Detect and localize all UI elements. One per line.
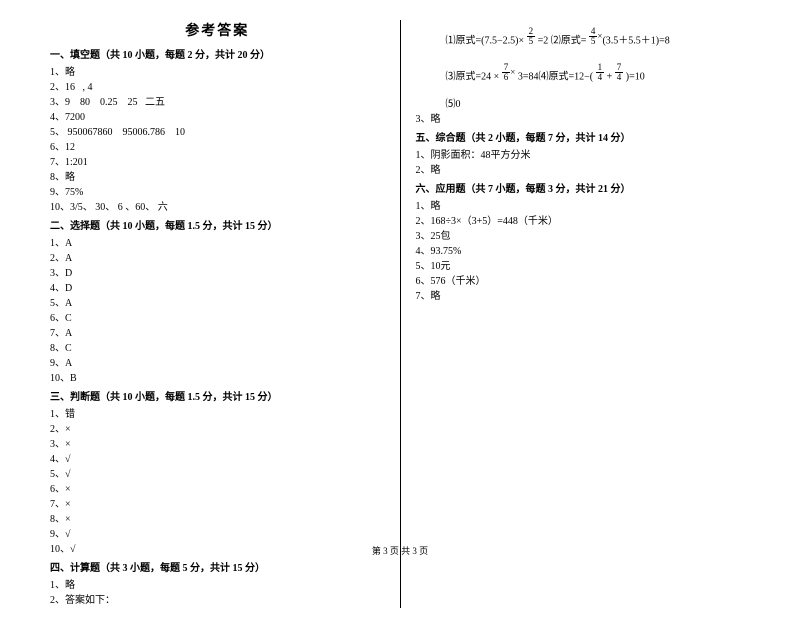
- answer-line: 10、B: [50, 371, 385, 386]
- answer-line: 8、×: [50, 512, 385, 527]
- answer-line: 2、168÷3×（3+5）=448（千米）: [416, 214, 751, 229]
- left-column: 参考答案 一、填空题（共 10 小题，每题 2 分，共计 20 分） 1、略 2…: [50, 20, 400, 608]
- formula-text: ⑴原式=(7.5−2.5)×: [446, 35, 527, 46]
- section2-header: 二、选择题（共 10 小题，每题 1.5 分，共计 15 分）: [50, 219, 385, 234]
- answer-line: 3、×: [50, 437, 385, 452]
- answer-line: 6、576（千米）: [416, 274, 751, 289]
- answer-line: 7、略: [416, 289, 751, 304]
- answer-line: 8、略: [50, 170, 385, 185]
- answer-line: 1、略: [50, 65, 385, 80]
- answer-line: 7、A: [50, 326, 385, 341]
- formula-line-1: ⑴原式=(7.5−2.5)× 25 =2 ⑵原式= 45×(3.5＋5.5＋1)…: [416, 30, 751, 48]
- answer-line: 3、D: [50, 266, 385, 281]
- answer-line: 1、略: [416, 199, 751, 214]
- answer-line: 7、×: [50, 497, 385, 512]
- answer-line: 2、略: [416, 163, 751, 178]
- answer-line: 5、A: [50, 296, 385, 311]
- answer-line: 1、略: [50, 578, 385, 593]
- section3-header: 三、判断题（共 10 小题，每题 1.5 分，共计 15 分）: [50, 390, 385, 405]
- fraction: 76: [502, 63, 511, 82]
- answer-line: 3、9 80 0.25 25 二五: [50, 95, 385, 110]
- answer-line: 4、D: [50, 281, 385, 296]
- document-title: 参考答案: [50, 20, 385, 40]
- answer-line: 2、答案如下：: [50, 593, 385, 608]
- page-footer: 第 3 页 共 3 页: [0, 544, 800, 557]
- fraction: 74: [615, 63, 624, 82]
- right-column: ⑴原式=(7.5−2.5)× 25 =2 ⑵原式= 45×(3.5＋5.5＋1)…: [401, 20, 751, 608]
- answer-line: 9、A: [50, 356, 385, 371]
- answer-line: 4、93.75%: [416, 244, 751, 259]
- formula-text: 3=84⑷原式=12−(: [515, 72, 595, 83]
- answer-line: 1、错: [50, 407, 385, 422]
- section4-header: 四、计算题（共 3 小题，每题 5 分，共计 15 分）: [50, 561, 385, 576]
- answer-line: 10、3/5、 30、 6 、60、 六: [50, 200, 385, 215]
- section6-header: 六、应用题（共 7 小题，每题 3 分，共计 21 分）: [416, 182, 751, 197]
- formula-line-5: ⑸0: [416, 97, 751, 112]
- answer-line: 5、 950067860 95006.786 10: [50, 125, 385, 140]
- answer-line: 6、C: [50, 311, 385, 326]
- formula-line-3: ⑶原式=24 × 76× 3=84⑷原式=12−( 14 + 74 )=10: [416, 66, 751, 84]
- formula-text: (3.5＋5.5＋1)=8: [602, 35, 669, 46]
- answer-line: 9、√: [50, 527, 385, 542]
- answer-line: 2、A: [50, 251, 385, 266]
- answer-line: 4、√: [50, 452, 385, 467]
- answer-line: 8、C: [50, 341, 385, 356]
- answer-line: 1、A: [50, 236, 385, 251]
- answer-line: 6、×: [50, 482, 385, 497]
- answer-line: 2、16 , 4: [50, 80, 385, 95]
- fraction: 25: [527, 27, 536, 46]
- formula-text: +: [604, 72, 615, 83]
- answer-line: 5、10元: [416, 259, 751, 274]
- answer-line: 3、略: [416, 112, 751, 127]
- answer-line: 3、25包: [416, 229, 751, 244]
- answer-line: 6、12: [50, 140, 385, 155]
- page-content: 参考答案 一、填空题（共 10 小题，每题 2 分，共计 20 分） 1、略 2…: [0, 0, 800, 628]
- answer-line: 7、1:201: [50, 155, 385, 170]
- answer-line: 1、阴影面积：48平方分米: [416, 148, 751, 163]
- formula-text: ⑶原式=24 ×: [446, 72, 502, 83]
- section5-header: 五、综合题（共 2 小题，每题 7 分，共计 14 分）: [416, 131, 751, 146]
- section1-header: 一、填空题（共 10 小题，每题 2 分，共计 20 分）: [50, 48, 385, 63]
- answer-line: 9、75%: [50, 185, 385, 200]
- answer-line: 5、√: [50, 467, 385, 482]
- fraction: 14: [596, 63, 605, 82]
- formula-text: =2 ⑵原式=: [535, 35, 589, 46]
- answer-line: 2、×: [50, 422, 385, 437]
- answer-line: 4、7200: [50, 110, 385, 125]
- formula-text: )=10: [623, 72, 644, 83]
